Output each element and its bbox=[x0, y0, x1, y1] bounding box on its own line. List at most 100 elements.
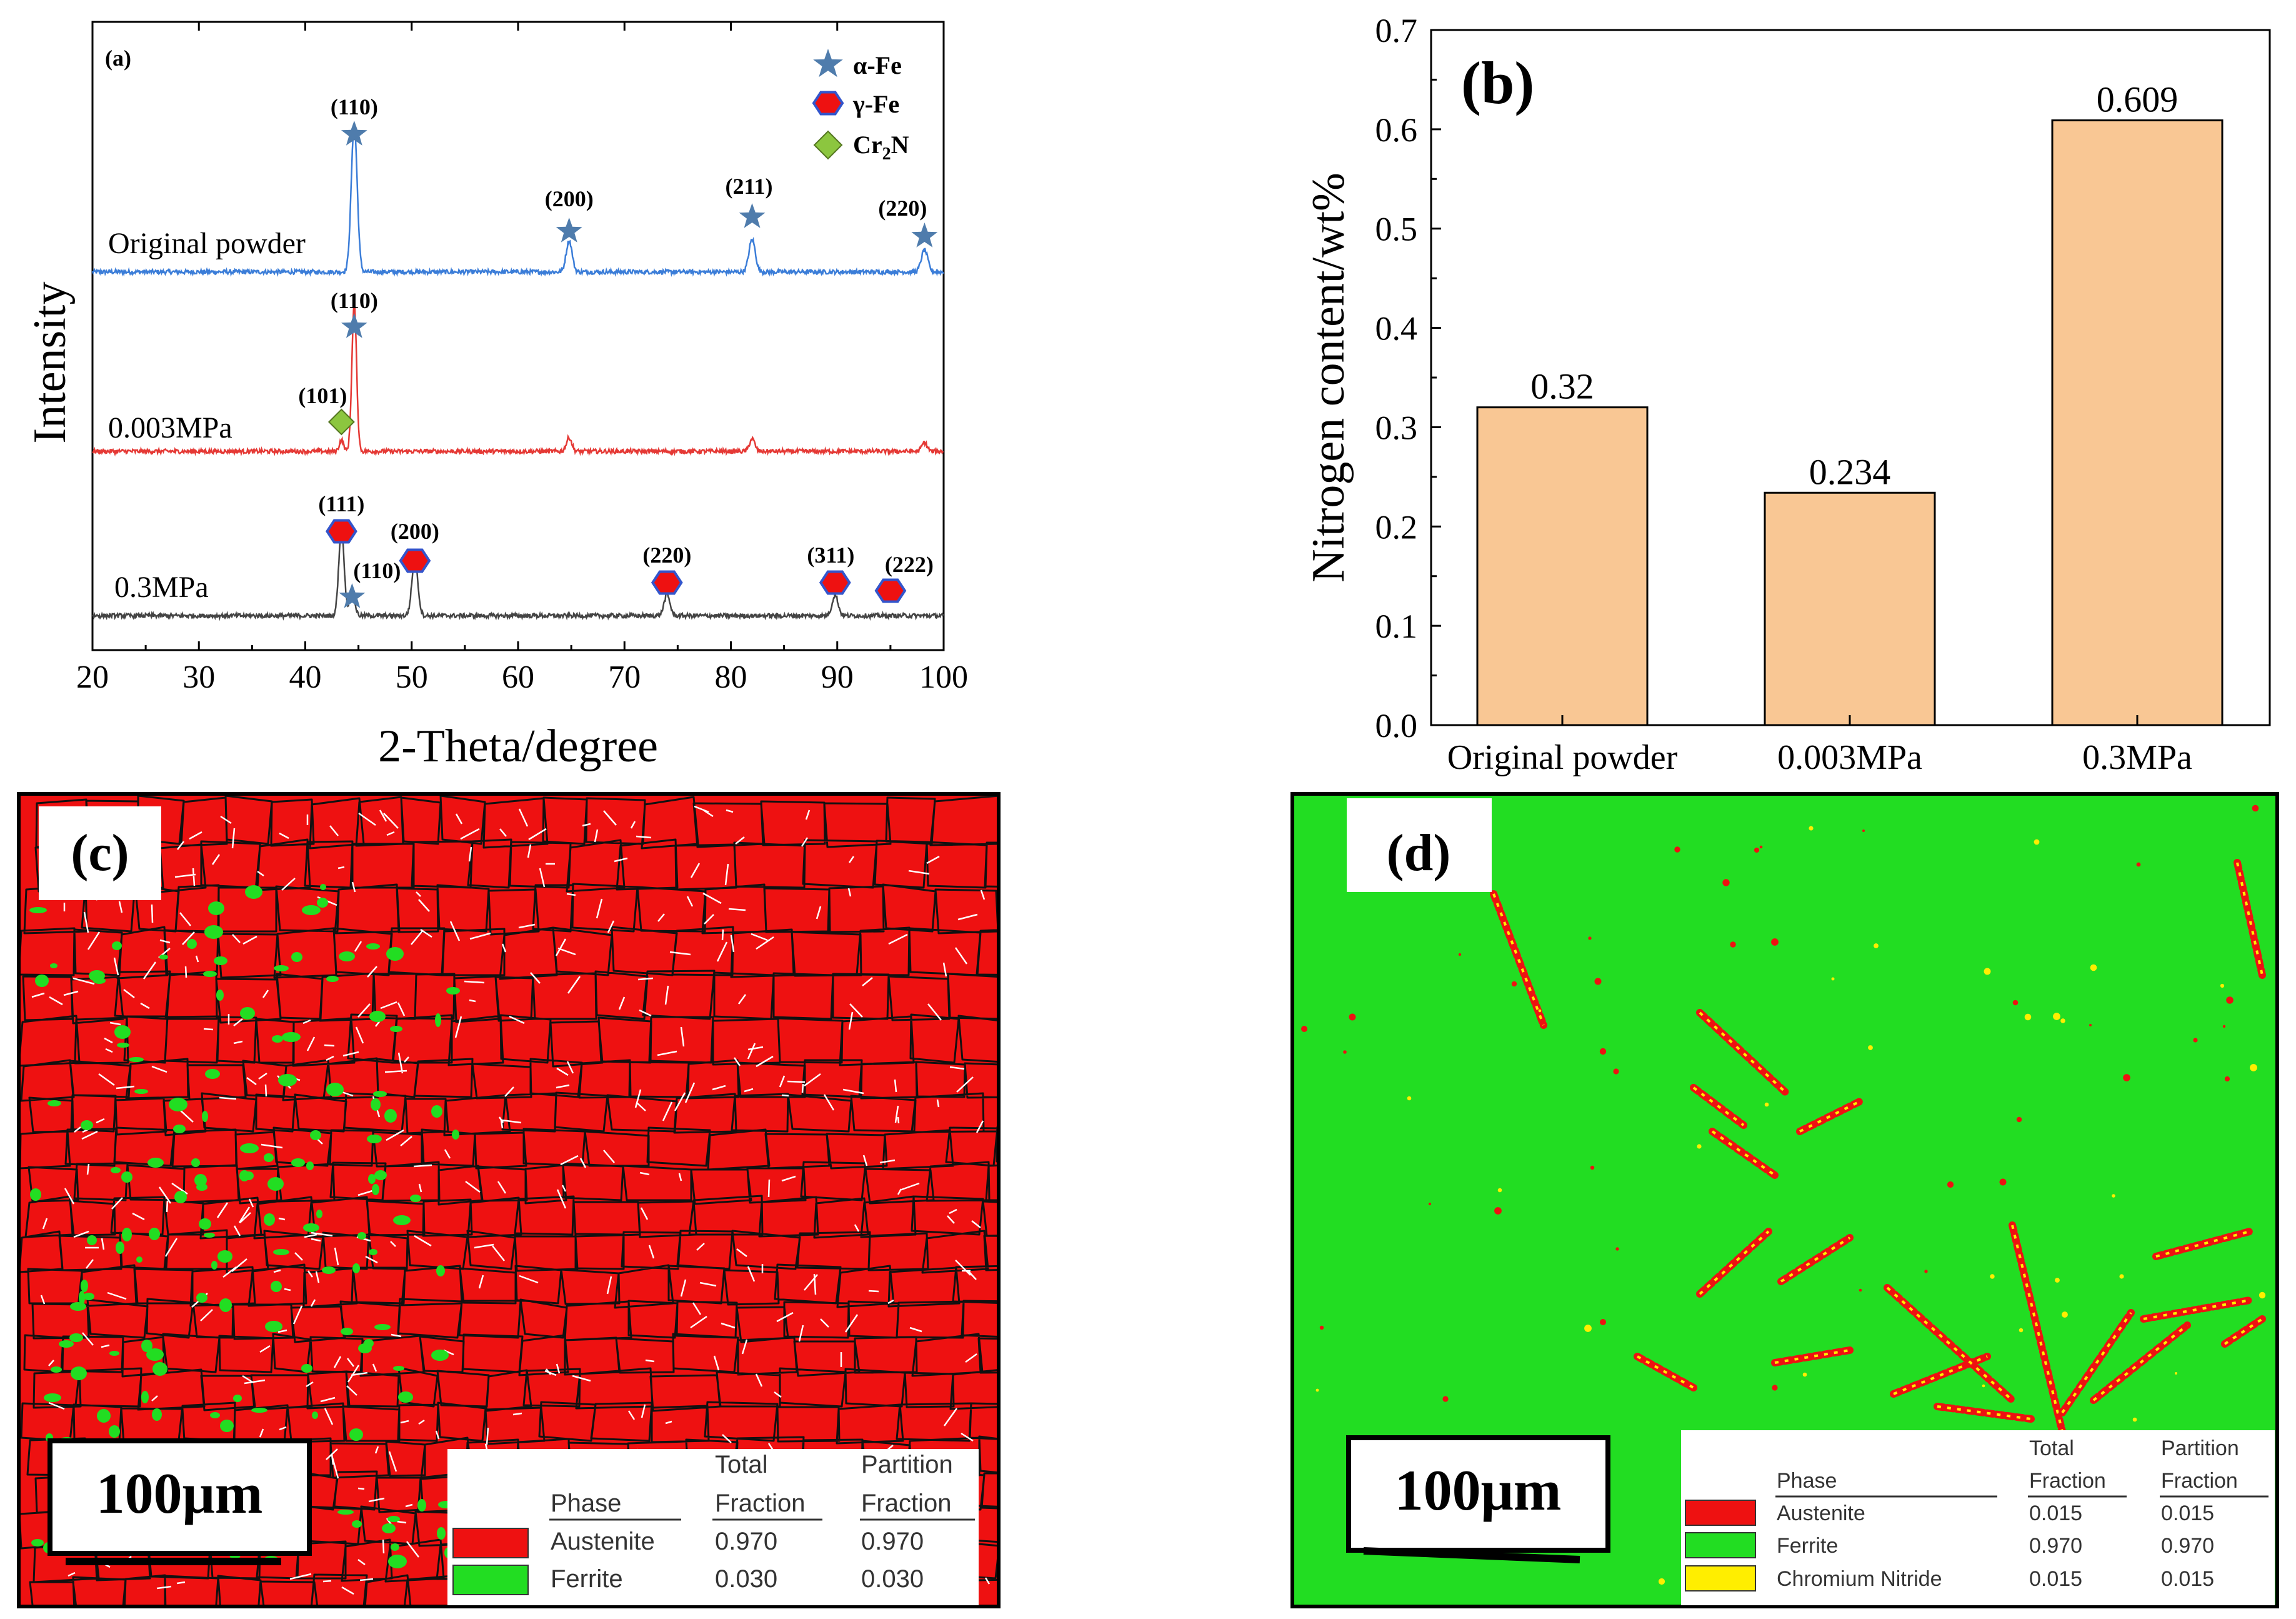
precipitate-dot bbox=[1947, 1181, 1954, 1188]
ferrite-island bbox=[303, 1223, 319, 1232]
legend-gamma-fe-hexagon-icon bbox=[812, 91, 844, 116]
panel-d-label-box bbox=[1347, 798, 1492, 892]
panel-d-scale-bar bbox=[1363, 1547, 1580, 1563]
precipitate-dot bbox=[2090, 964, 2097, 971]
panel-d-frame bbox=[1290, 792, 2279, 1608]
peak-hkl-label: (311) bbox=[807, 543, 854, 568]
ferrite-island bbox=[272, 1035, 283, 1043]
panel-c-header-total-fraction: Fraction bbox=[715, 1490, 806, 1517]
panel-c-scale-text: 100μm bbox=[96, 1461, 263, 1525]
ferrite-island bbox=[358, 1343, 372, 1353]
peak-hkl-label: (110) bbox=[331, 288, 378, 313]
x-category-label: Original powder bbox=[1447, 738, 1678, 777]
chromium-nitride-streak bbox=[1774, 1349, 1850, 1364]
panel-b-bar-chart: (b) 0.0 0.1 0.2 0.3 0.4 0.5 0.6 0.7 0.32 Origina… bbox=[1303, 12, 2271, 777]
panel-c-phase-table: Total Fraction Partition Fraction Phase … bbox=[452, 1451, 975, 1595]
y-tick-label: 0.6 bbox=[1375, 111, 1418, 149]
bar-0 bbox=[1476, 406, 1649, 726]
panel-d-austenite-swatch bbox=[1685, 1500, 1756, 1526]
peak-hkl-label: (110) bbox=[353, 558, 401, 583]
panel-d-row-ferrite-partition: 0.970 bbox=[2161, 1534, 2214, 1558]
panel-c-row-austenite-phase: Austenite bbox=[551, 1528, 655, 1555]
y-tick-label: 0.0 bbox=[1375, 707, 1418, 744]
ferrite-island bbox=[147, 1158, 164, 1168]
ferrite-island bbox=[310, 1130, 321, 1140]
bar-value-label: 0.234 bbox=[1809, 451, 1891, 492]
austenite-streak bbox=[1934, 1403, 2035, 1423]
ferrite-island bbox=[326, 976, 339, 982]
x-tick-label: 50 bbox=[396, 659, 428, 695]
chromium-nitride-streak bbox=[1799, 1099, 1863, 1133]
chromium-nitride-streak bbox=[1637, 1355, 1694, 1389]
legend-cr2n-diamond-icon bbox=[813, 130, 843, 160]
ferrite-island bbox=[87, 1235, 97, 1245]
ferrite-island bbox=[111, 1167, 121, 1173]
ferrite-island bbox=[205, 1069, 220, 1079]
alpha-fe-star-icon bbox=[339, 583, 366, 608]
precipitate-dot bbox=[2132, 1417, 2137, 1422]
ferrite-island bbox=[369, 1011, 386, 1022]
legend-gamma-fe-label: γ-Fe bbox=[852, 90, 899, 118]
panel-c-label-box bbox=[39, 806, 161, 900]
ferrite-island bbox=[317, 898, 328, 908]
ferrite-island bbox=[373, 1091, 387, 1097]
ferrite-island bbox=[219, 1298, 232, 1312]
precipitate-dot bbox=[2060, 1018, 2065, 1023]
panel-d-row-chromium-nitride-phase: Chromium Nitride bbox=[1777, 1567, 1942, 1591]
ferrite-island bbox=[30, 1188, 41, 1201]
x-tick-label: 40 bbox=[289, 659, 322, 695]
panel-b-bars: 0.32 Original powder 0.234 0.003MPa 0.609 0.3… bbox=[1447, 79, 2224, 777]
precipitate-dot bbox=[2089, 1024, 2092, 1026]
panel-a-curves bbox=[91, 125, 944, 621]
precipitate-dot bbox=[1349, 1013, 1356, 1021]
ferrite-island bbox=[291, 952, 302, 962]
ferrite-island bbox=[129, 1057, 144, 1062]
ferrite-island bbox=[83, 1293, 94, 1300]
panel-d-row-chromium-nitride-partition: 0.015 bbox=[2161, 1567, 2214, 1591]
ferrite-island bbox=[264, 1153, 274, 1162]
precipitate-dot bbox=[2019, 1328, 2024, 1333]
ferrite-island bbox=[240, 1007, 255, 1020]
ferrite-island bbox=[393, 1215, 411, 1225]
ferrite-island bbox=[239, 1170, 249, 1181]
precipitate-dot bbox=[2055, 1278, 2060, 1283]
ferrite-island bbox=[141, 1340, 152, 1352]
ferrite-island bbox=[208, 901, 224, 915]
ferrite-island bbox=[391, 1543, 399, 1551]
precipitate-dot bbox=[2175, 1372, 2177, 1375]
ferrite-island bbox=[337, 1510, 354, 1515]
ferrite-island bbox=[273, 1249, 289, 1255]
precipitate-dot bbox=[2222, 1025, 2226, 1028]
peak-hkl-label: (101) bbox=[298, 383, 347, 408]
ferrite-island bbox=[173, 1125, 186, 1133]
x-tick-label: 70 bbox=[608, 659, 641, 695]
ferrite-island bbox=[291, 1158, 305, 1167]
panel-c-header-total: Total bbox=[715, 1451, 768, 1478]
ferrite-island bbox=[271, 1281, 282, 1292]
chromium-nitride-streak bbox=[1711, 1130, 1776, 1176]
cr2n-diamond-icon bbox=[327, 408, 355, 436]
x-tick-label: 30 bbox=[182, 659, 215, 695]
panel-a-peak-markers: (110) (200) (211) (220) (101) (110) (111) (110)… bbox=[298, 94, 938, 608]
panel-c-header-phase: Phase bbox=[551, 1490, 621, 1517]
precipitate-dot bbox=[1458, 953, 1462, 956]
austenite-streak bbox=[1696, 1009, 1791, 1098]
ferrite-island bbox=[341, 1328, 353, 1335]
ferrite-island bbox=[191, 1158, 200, 1167]
ferrite-island bbox=[368, 1174, 376, 1184]
precipitate-dot bbox=[2034, 839, 2040, 845]
ferrite-island bbox=[152, 1408, 162, 1421]
panel-c-header-partition: Partition bbox=[861, 1451, 953, 1478]
ferrite-island bbox=[109, 1351, 119, 1356]
panel-c-row-austenite-partition: 0.970 bbox=[861, 1528, 924, 1555]
precipitate-dot bbox=[1315, 1388, 1319, 1392]
curve-label-0-003mpa: 0.003MPa bbox=[108, 411, 232, 444]
ferrite-island bbox=[122, 1228, 132, 1241]
panel-c-austenite-swatch bbox=[452, 1528, 529, 1558]
panel-a-label: (a) bbox=[105, 46, 131, 71]
ferrite-island bbox=[282, 1032, 301, 1042]
panel-c-row-austenite-total: 0.970 bbox=[715, 1528, 777, 1555]
panel-d-header-phase: Phase bbox=[1777, 1469, 1837, 1493]
peak-hkl-label: (220) bbox=[642, 543, 691, 568]
ferrite-island bbox=[393, 1366, 404, 1371]
